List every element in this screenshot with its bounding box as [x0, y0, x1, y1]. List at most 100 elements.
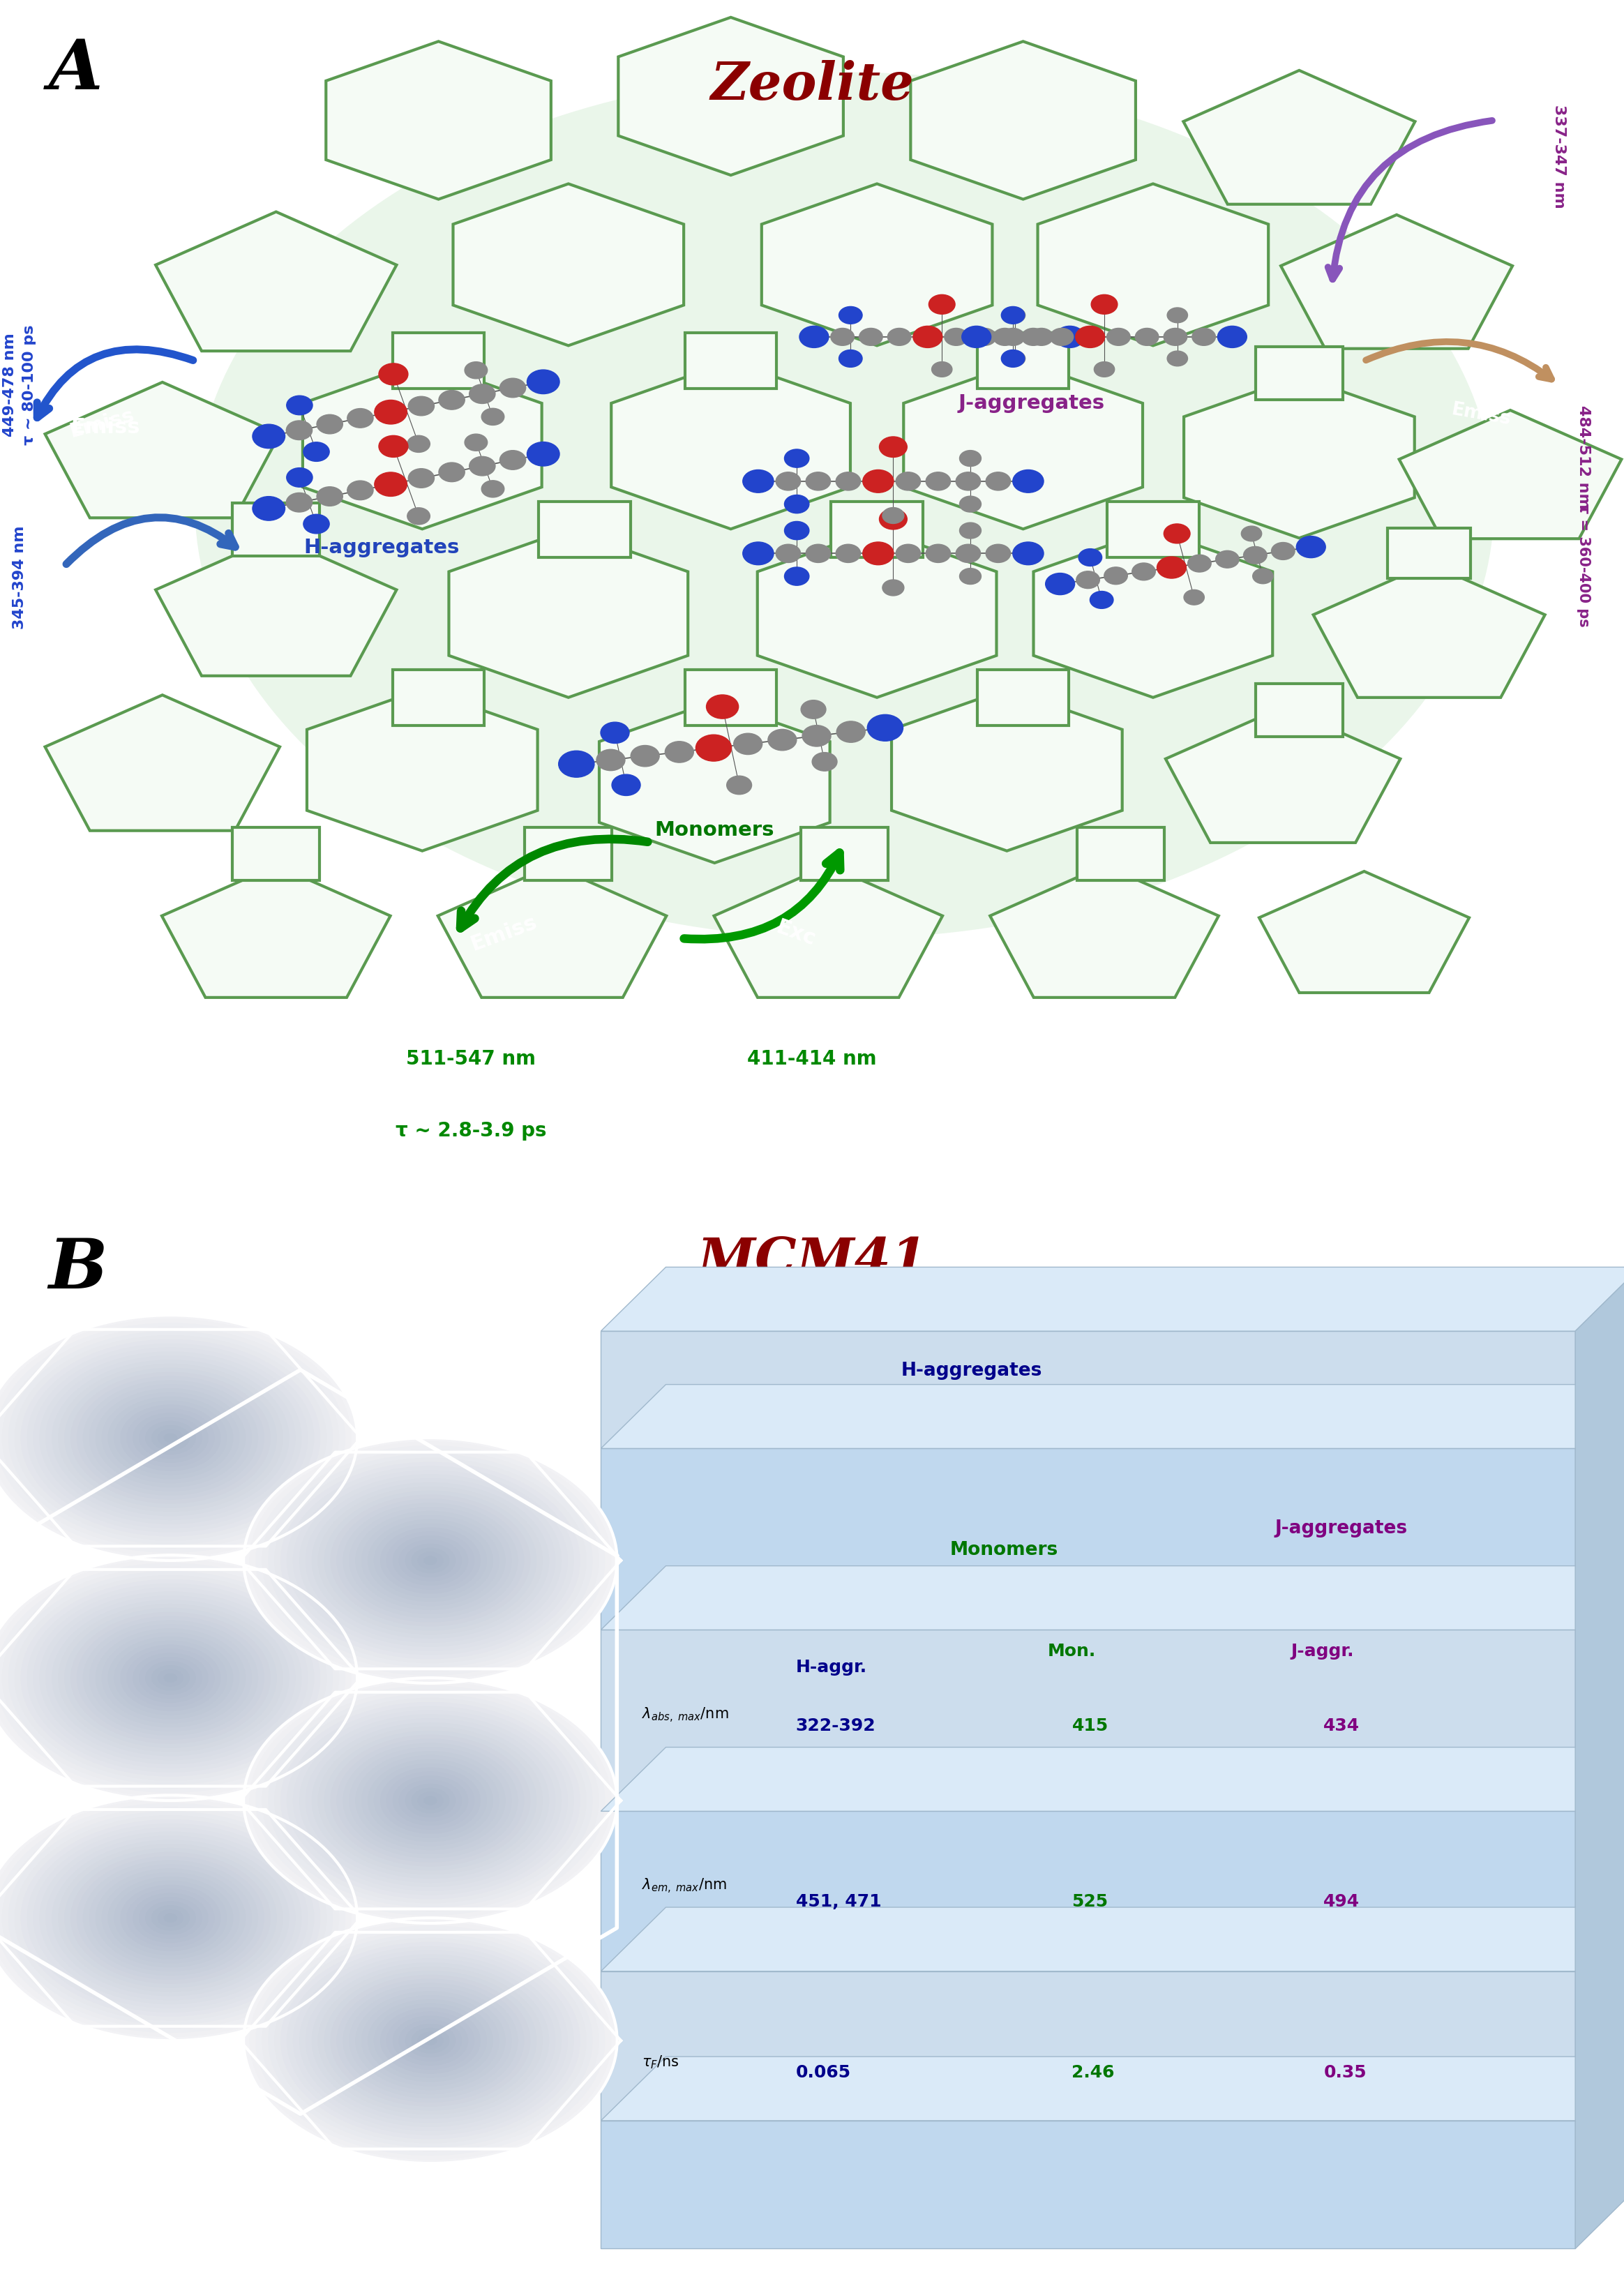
- Circle shape: [89, 1625, 252, 1732]
- Circle shape: [596, 749, 625, 770]
- Circle shape: [0, 1800, 351, 2036]
- Text: 411-414 nm: 411-414 nm: [747, 1049, 877, 1069]
- Text: 525: 525: [1072, 1893, 1108, 1911]
- Circle shape: [695, 735, 731, 760]
- Circle shape: [406, 1544, 455, 1578]
- Text: 345-394 nm: 345-394 nm: [13, 527, 26, 629]
- Circle shape: [1090, 590, 1114, 608]
- Circle shape: [294, 1950, 567, 2132]
- Circle shape: [343, 1503, 518, 1619]
- Circle shape: [305, 1959, 555, 2122]
- Polygon shape: [1255, 347, 1343, 400]
- Circle shape: [784, 449, 809, 468]
- Circle shape: [274, 1698, 586, 1902]
- Circle shape: [559, 751, 594, 776]
- Text: J-aggregates: J-aggregates: [1275, 1519, 1408, 1537]
- Circle shape: [8, 1332, 333, 1544]
- Circle shape: [666, 742, 693, 763]
- Circle shape: [286, 468, 312, 488]
- Polygon shape: [978, 670, 1069, 726]
- Text: Exc: Exc: [773, 917, 818, 951]
- Circle shape: [961, 327, 991, 347]
- Circle shape: [408, 397, 434, 415]
- Circle shape: [896, 472, 921, 490]
- Circle shape: [0, 1314, 357, 1559]
- Polygon shape: [757, 529, 997, 697]
- Circle shape: [127, 1889, 214, 1948]
- Circle shape: [250, 1682, 611, 1918]
- Circle shape: [812, 751, 836, 772]
- Circle shape: [15, 1335, 326, 1539]
- Circle shape: [986, 472, 1010, 490]
- Circle shape: [274, 1457, 586, 1662]
- Circle shape: [1244, 547, 1267, 563]
- Circle shape: [601, 722, 628, 742]
- Circle shape: [481, 409, 503, 424]
- Polygon shape: [1166, 706, 1400, 842]
- Circle shape: [8, 1811, 333, 2025]
- Circle shape: [960, 497, 981, 513]
- Circle shape: [784, 522, 809, 540]
- Circle shape: [412, 1548, 448, 1573]
- Text: 434: 434: [1324, 1718, 1359, 1734]
- Circle shape: [464, 434, 487, 452]
- Polygon shape: [525, 829, 612, 881]
- Circle shape: [2, 1807, 339, 2029]
- Circle shape: [840, 350, 862, 368]
- Circle shape: [34, 1827, 307, 2009]
- Circle shape: [378, 363, 408, 386]
- Text: 0.065: 0.065: [796, 2063, 851, 2082]
- Circle shape: [1164, 329, 1187, 345]
- Polygon shape: [601, 1448, 1575, 1630]
- Circle shape: [257, 1927, 604, 2154]
- Circle shape: [882, 508, 905, 524]
- Circle shape: [158, 1430, 184, 1446]
- Circle shape: [102, 1873, 239, 1964]
- Text: τ ~ 2.8-3.9 ps: τ ~ 2.8-3.9 ps: [396, 1121, 546, 1142]
- Circle shape: [1051, 329, 1073, 345]
- Circle shape: [76, 1616, 263, 1739]
- Circle shape: [0, 1564, 344, 1793]
- Circle shape: [286, 420, 312, 440]
- Circle shape: [784, 568, 809, 586]
- Polygon shape: [892, 690, 1122, 851]
- Text: 0.35: 0.35: [1324, 2063, 1366, 2082]
- Circle shape: [469, 384, 495, 404]
- Text: Monomers: Monomers: [654, 819, 775, 840]
- Text: 451, 471: 451, 471: [796, 1893, 882, 1911]
- Text: Emiss: Emiss: [1450, 402, 1512, 429]
- Circle shape: [1104, 568, 1127, 583]
- Circle shape: [331, 1975, 529, 2107]
- Circle shape: [417, 1793, 443, 1809]
- Circle shape: [45, 1596, 296, 1759]
- Circle shape: [882, 579, 905, 595]
- Circle shape: [348, 481, 374, 499]
- Circle shape: [408, 508, 430, 524]
- Circle shape: [630, 745, 659, 767]
- Circle shape: [500, 449, 526, 470]
- Circle shape: [15, 1575, 326, 1780]
- Circle shape: [888, 329, 911, 345]
- Polygon shape: [1400, 411, 1621, 538]
- Circle shape: [1005, 309, 1025, 322]
- Circle shape: [348, 409, 374, 427]
- Circle shape: [133, 1653, 208, 1702]
- Circle shape: [114, 1641, 226, 1714]
- Polygon shape: [619, 18, 843, 175]
- Circle shape: [1046, 572, 1075, 595]
- Circle shape: [287, 1707, 573, 1895]
- Circle shape: [317, 415, 343, 434]
- Circle shape: [89, 1864, 252, 1970]
- Circle shape: [325, 1970, 536, 2111]
- Circle shape: [252, 424, 284, 449]
- Polygon shape: [762, 184, 992, 345]
- Polygon shape: [601, 1630, 1575, 1811]
- Text: Emiss: Emiss: [68, 406, 136, 440]
- Circle shape: [1164, 524, 1190, 543]
- Circle shape: [338, 1498, 525, 1621]
- Polygon shape: [393, 670, 484, 726]
- Circle shape: [83, 1380, 258, 1496]
- Circle shape: [0, 1796, 357, 2041]
- Circle shape: [806, 472, 830, 490]
- Circle shape: [374, 1764, 487, 1836]
